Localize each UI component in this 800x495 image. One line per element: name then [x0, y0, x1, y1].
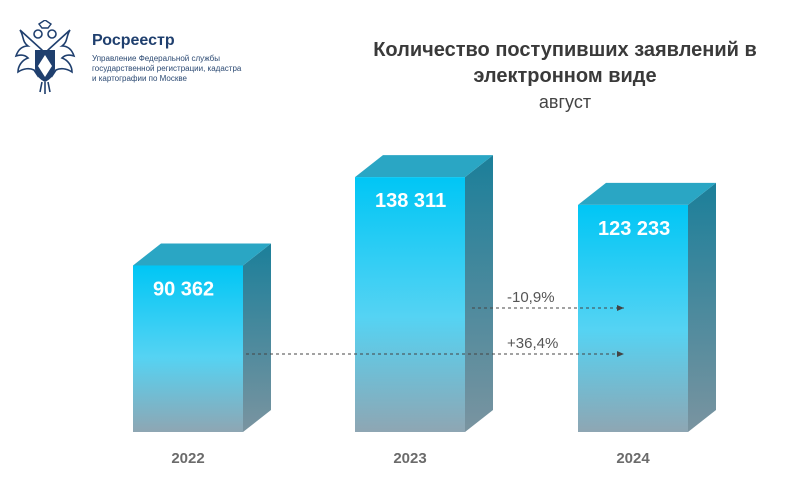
- double-headed-eagle-icon: [14, 20, 76, 94]
- bar-value-label-2023: 138 311: [375, 190, 446, 212]
- change-label-2: +36,4%: [507, 335, 558, 352]
- bar-top-2023: [355, 155, 493, 178]
- x-tick-label-2022: 2022: [171, 450, 204, 467]
- bar-value-label-2022: 90 362: [153, 278, 214, 300]
- org-name: Росреестр: [92, 32, 175, 49]
- org-subtitle: Управление Федеральной службы государств…: [92, 54, 242, 83]
- bar-top-2024: [578, 182, 716, 205]
- bar-value-label-2024: 123 233: [598, 218, 670, 240]
- bar-side-2023: [465, 155, 493, 432]
- bar-2022: [133, 265, 243, 432]
- bar-side-2024: [688, 182, 716, 432]
- change-label-1: -10,9%: [507, 289, 555, 306]
- bar-top-2022: [133, 243, 271, 266]
- rosreestr-logo: Росреестр Управление Федеральной службы …: [12, 20, 242, 100]
- x-tick-label-2023: 2023: [393, 450, 426, 467]
- x-tick-label-2024: 2024: [616, 450, 650, 467]
- bar-2024: [578, 204, 688, 432]
- bar-side-2022: [243, 243, 271, 432]
- chart-title: Количество поступивших заявлений в элект…: [373, 39, 757, 87]
- bar-2023: [355, 177, 465, 432]
- chart-subtitle: август: [538, 92, 592, 112]
